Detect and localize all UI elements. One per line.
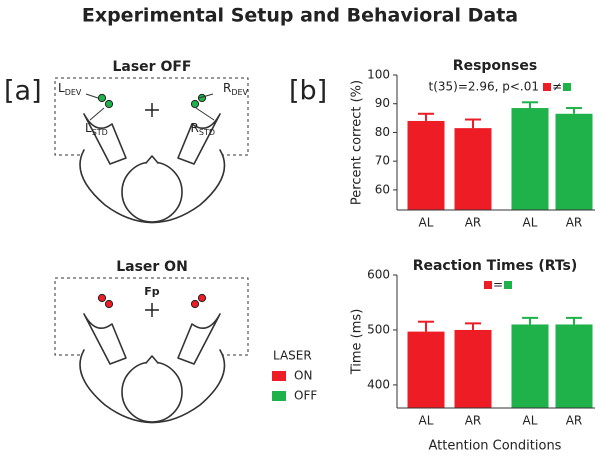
stimulus-label: RDEV xyxy=(223,81,249,97)
condition-swatch xyxy=(563,83,571,91)
bar xyxy=(555,113,593,210)
bar xyxy=(555,324,593,408)
palm xyxy=(177,113,221,165)
head xyxy=(121,361,183,423)
label-main: L xyxy=(58,81,65,95)
y-tick-label: 500 xyxy=(367,322,390,336)
x-tick-label: AR xyxy=(465,414,482,428)
label-sub: STD xyxy=(199,128,215,137)
legend-label: ON xyxy=(294,369,312,383)
x-tick-label: AL xyxy=(419,216,434,230)
stimulator xyxy=(97,293,107,303)
legend-label: OFF xyxy=(294,389,317,403)
setup-diagram: Laser ON Fp xyxy=(54,259,249,424)
finger xyxy=(80,292,92,320)
figure-title: Experimental Setup and Behavioral Data xyxy=(82,5,518,27)
annotation: t(35)=2.96, p<.01 xyxy=(429,80,540,94)
bar xyxy=(454,128,492,210)
fixation-label: Fp xyxy=(144,285,160,298)
legend-swatch xyxy=(272,391,286,401)
condition-swatch xyxy=(484,281,492,289)
finger xyxy=(212,92,224,120)
stimulator xyxy=(104,299,114,309)
y-tick-label: 400 xyxy=(367,377,390,391)
relation: ≠ xyxy=(552,80,562,94)
label-sub: STD xyxy=(92,128,108,137)
relation: = xyxy=(493,278,503,292)
stimulator xyxy=(190,299,200,309)
arrow xyxy=(85,93,215,121)
condition-swatch xyxy=(504,281,512,289)
x-axis-title: Attention Conditions xyxy=(429,439,562,454)
diagram-title: Laser OFF xyxy=(112,59,191,75)
stimulator xyxy=(97,93,107,103)
fixation-cross xyxy=(145,303,159,317)
bar xyxy=(511,324,549,408)
legend-swatch xyxy=(272,371,286,381)
finger xyxy=(89,288,96,320)
x-tick-label: AR xyxy=(566,216,583,230)
y-tick-label: 80 xyxy=(375,125,390,139)
y-tick-label: 600 xyxy=(367,268,390,282)
palm xyxy=(83,113,127,165)
legend-title: LASER xyxy=(273,349,312,363)
palm xyxy=(177,313,221,365)
finger xyxy=(208,288,215,320)
panel-label: [a] xyxy=(4,76,42,107)
nose xyxy=(145,155,159,164)
stimulator xyxy=(197,293,207,303)
fixation-cross xyxy=(145,103,159,117)
chart-title: Responses xyxy=(453,58,537,74)
y-axis-title: Percent correct (%) xyxy=(350,80,365,205)
label-sub: DEV xyxy=(231,88,248,97)
chart-title: Reaction Times (RTs) xyxy=(413,258,578,274)
panel-label: [b] xyxy=(289,76,327,107)
y-axis-title: Time (ms) xyxy=(350,309,365,376)
bar xyxy=(454,329,492,408)
stimulator xyxy=(190,99,200,109)
label-main: R xyxy=(223,81,231,95)
label-sub: DEV xyxy=(65,88,82,97)
x-tick-label: AR xyxy=(465,216,482,230)
diagram-title: Laser ON xyxy=(116,259,188,275)
bar xyxy=(511,108,549,210)
y-tick-label: 90 xyxy=(375,96,390,110)
finger xyxy=(208,88,215,120)
stimulus-label: LSTD xyxy=(85,121,108,137)
finger xyxy=(80,92,92,120)
y-tick-label: 100 xyxy=(367,68,390,82)
x-tick-label: AR xyxy=(566,414,583,428)
stimulus-label: RSTD xyxy=(191,121,215,137)
finger xyxy=(212,292,224,320)
x-tick-label: AL xyxy=(523,414,538,428)
bar xyxy=(407,331,445,408)
y-tick-label: 70 xyxy=(375,154,390,168)
stimulator xyxy=(104,99,114,109)
x-tick-label: AL xyxy=(419,414,434,428)
label-main: L xyxy=(85,121,92,135)
finger xyxy=(89,88,96,120)
x-tick-label: AL xyxy=(523,216,538,230)
bar xyxy=(407,120,445,210)
head xyxy=(121,161,183,223)
stimulus-label: LDEV xyxy=(58,81,82,97)
condition-swatch xyxy=(543,83,551,91)
legend: ON OFF xyxy=(272,369,317,403)
nose xyxy=(145,355,159,364)
y-tick-label: 60 xyxy=(375,182,390,196)
palm xyxy=(83,313,127,365)
label-main: R xyxy=(191,121,199,135)
